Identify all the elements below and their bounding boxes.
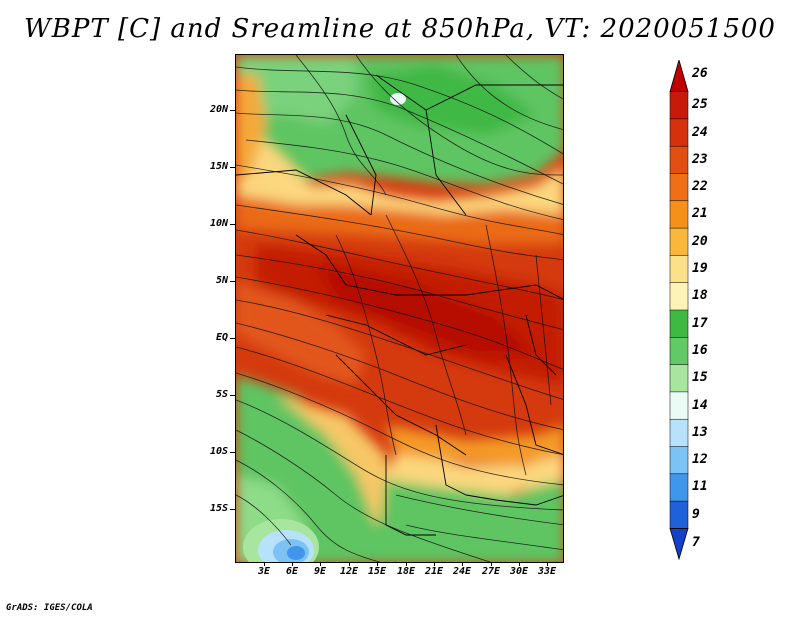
lon-label-21e: 21E xyxy=(424,566,444,577)
lat-label-5n: 5N xyxy=(215,275,228,286)
lon-label-9e: 9E xyxy=(313,566,327,577)
lon-tick xyxy=(349,562,350,566)
colorbar-arrow-top xyxy=(669,60,689,92)
colorbar-label: 26 xyxy=(692,66,708,82)
lat-label-15n: 15N xyxy=(209,161,228,172)
lat-label-10n: 10N xyxy=(209,218,228,229)
lon-label-6e: 6E xyxy=(285,566,299,577)
colorbar-label: 20 xyxy=(692,233,708,249)
lon-tick xyxy=(264,562,265,566)
lat-tick xyxy=(230,281,235,282)
colorbar-segment xyxy=(669,118,689,147)
colorbar-label: 13 xyxy=(692,424,708,440)
lon-tick xyxy=(292,562,293,566)
lon-tick xyxy=(547,562,548,566)
colorbar-label: 16 xyxy=(692,342,708,358)
lat-label-20n: 20N xyxy=(209,104,228,115)
lat-tick xyxy=(230,110,235,111)
lon-tick xyxy=(320,562,321,566)
colorbar-label: 23 xyxy=(692,151,708,167)
colorbar-segments xyxy=(669,60,689,560)
lat-label-10s: 10S xyxy=(209,446,228,457)
colorbar-segment xyxy=(669,364,689,393)
colorbar-segment xyxy=(669,255,689,284)
colorbar-segment xyxy=(669,227,689,256)
colorbar-label: 17 xyxy=(692,315,708,331)
lat-tick xyxy=(230,452,235,453)
colorbar-label: 14 xyxy=(692,397,708,413)
colorbar-label: 25 xyxy=(692,97,708,113)
colorbar-label: 7 xyxy=(692,534,700,550)
lon-label-15e: 15E xyxy=(367,566,387,577)
lon-label-12e: 12E xyxy=(339,566,359,577)
colorbar-label: 11 xyxy=(692,479,708,495)
colorbar-segment xyxy=(669,200,689,229)
colorbar-label: 18 xyxy=(692,288,708,304)
colorbar xyxy=(669,60,689,560)
colorbar-segment xyxy=(669,500,689,529)
grads-credit: GrADS: IGES/COLA xyxy=(6,603,93,613)
lat-label-eq: EQ xyxy=(215,332,228,343)
lon-tick xyxy=(491,562,492,566)
lon-tick xyxy=(519,562,520,566)
colorbar-label: 24 xyxy=(692,124,708,140)
lat-tick xyxy=(230,338,235,339)
colorbar-arrow-bottom xyxy=(669,528,689,560)
lon-label-33e: 33E xyxy=(537,566,557,577)
lat-label-5s: 5S xyxy=(215,389,228,400)
lon-label-3e: 3E xyxy=(257,566,271,577)
lon-tick xyxy=(462,562,463,566)
lat-tick xyxy=(230,509,235,510)
lon-label-24e: 24E xyxy=(452,566,472,577)
colorbar-segment xyxy=(669,173,689,202)
colorbar-label: 9 xyxy=(692,506,700,522)
colorbar-segment xyxy=(669,337,689,366)
lat-tick xyxy=(230,395,235,396)
lat-label-15s: 15S xyxy=(209,503,228,514)
lon-label-18e: 18E xyxy=(396,566,416,577)
colorbar-label: 15 xyxy=(692,370,708,386)
colorbar-segment xyxy=(669,473,689,502)
colorbar-label: 22 xyxy=(692,179,708,195)
colorbar-label: 19 xyxy=(692,261,708,277)
country-borders xyxy=(236,74,563,536)
colorbar-segment xyxy=(669,91,689,120)
colorbar-segment xyxy=(669,446,689,475)
wbpt-field xyxy=(236,55,563,562)
map-plot-area xyxy=(235,54,564,563)
lat-tick xyxy=(230,224,235,225)
lon-tick xyxy=(434,562,435,566)
colorbar-label: 12 xyxy=(692,452,708,468)
streamlines xyxy=(236,55,563,562)
colorbar-segment xyxy=(669,418,689,448)
lon-tick xyxy=(406,562,407,566)
lon-label-30e: 30E xyxy=(509,566,529,577)
colorbar-label: 21 xyxy=(692,206,708,222)
lon-tick xyxy=(377,562,378,566)
colorbar-segment xyxy=(669,145,689,175)
lat-tick xyxy=(230,167,235,168)
lon-label-27e: 27E xyxy=(481,566,501,577)
map-title: WBPT [C] and Sreamline at 850hPa, VT: 20… xyxy=(24,14,776,44)
colorbar-segment xyxy=(669,391,689,420)
colorbar-segment xyxy=(669,282,689,311)
colorbar-segment xyxy=(669,309,689,338)
